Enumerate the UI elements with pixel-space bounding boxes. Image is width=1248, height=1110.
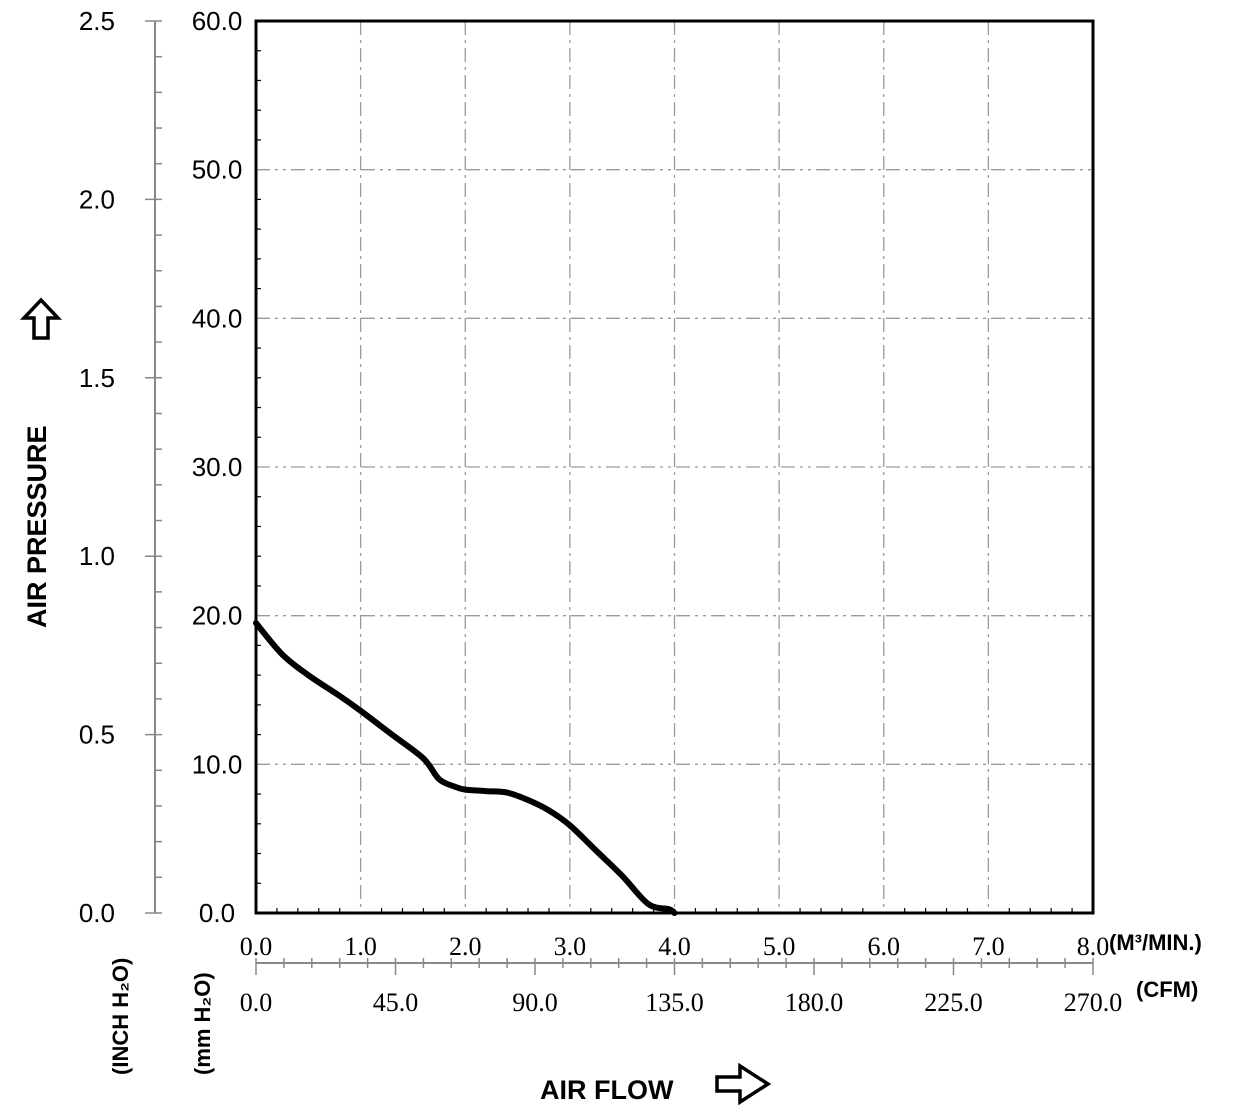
m3-tick-label: 8.0 xyxy=(1077,932,1110,961)
inch-tick-label: 1.0 xyxy=(79,541,115,571)
inch-tick-label: 0.5 xyxy=(79,720,115,750)
m3-tick-label: 4.0 xyxy=(658,932,691,961)
mm-tick-label: 20.0 xyxy=(192,601,243,631)
mm-tick-label: 0.0 xyxy=(199,898,235,928)
cfm-tick-label: 135.0 xyxy=(645,988,704,1017)
up-arrow-icon xyxy=(19,297,63,340)
mm-tick-label: 50.0 xyxy=(192,155,243,185)
x-unit-primary: (M³/MIN.) xyxy=(1109,930,1202,955)
cfm-tick-label: 45.0 xyxy=(373,988,419,1017)
m3-tick-label: 2.0 xyxy=(449,932,482,961)
x-unit-secondary: (CFM) xyxy=(1136,977,1198,1002)
mm-tick-label: 30.0 xyxy=(192,452,243,482)
m3-tick-label: 3.0 xyxy=(554,932,587,961)
grid-lines xyxy=(256,21,1093,913)
cfm-tick-label: 180.0 xyxy=(785,988,844,1017)
m3-tick-label: 7.0 xyxy=(972,932,1005,961)
cfm-tick-label: 90.0 xyxy=(512,988,558,1017)
m3-tick-label: 5.0 xyxy=(763,932,796,961)
inch-tick-label: 0.0 xyxy=(79,898,115,928)
inch-tick-label: 2.0 xyxy=(79,184,115,214)
m3-tick-label: 6.0 xyxy=(868,932,901,961)
cfm-tick-label: 225.0 xyxy=(924,988,983,1017)
inch-tick-label: 1.5 xyxy=(79,363,115,393)
mm-tick-label: 60.0 xyxy=(192,6,243,36)
axes xyxy=(145,20,1094,975)
mm-tick-label: 10.0 xyxy=(192,749,243,779)
inch-tick-label: 2.5 xyxy=(79,6,115,36)
x-axis-title: AIR FLOW xyxy=(540,1075,674,1105)
y-unit-primary: (mm H₂O) xyxy=(190,972,215,1075)
m3-tick-label: 1.0 xyxy=(344,932,377,961)
y-axis-title: AIR PRESSURE xyxy=(22,425,52,628)
pressure-flow-curve xyxy=(253,620,678,916)
right-arrow-icon xyxy=(715,1062,772,1106)
mm-tick-label: 40.0 xyxy=(192,303,243,333)
cfm-tick-label: 270.0 xyxy=(1064,988,1123,1017)
m3-tick-label: 0.0 xyxy=(240,932,273,961)
y-unit-secondary: (INCH H₂O) xyxy=(108,958,133,1075)
cfm-tick-label: 0.0 xyxy=(240,988,273,1017)
curve-layer xyxy=(253,620,678,916)
tick-labels: 0.0 0.5 1.0 1.5 2.0 2.5 0.0 10.0 20.0 30.0 40.0 50.… xyxy=(79,6,1122,1017)
